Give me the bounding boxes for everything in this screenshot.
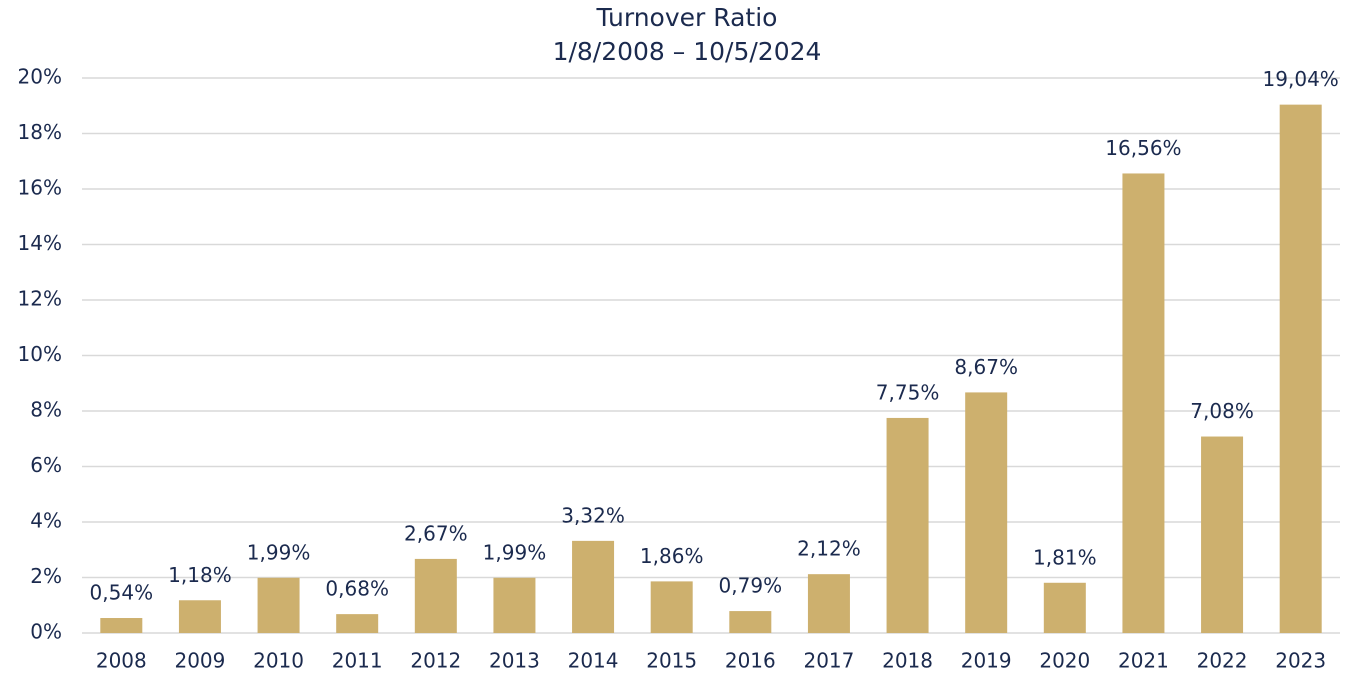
y-tick-label: 18% [18,120,62,144]
y-tick-label: 20% [18,65,62,89]
x-tick-label: 2010 [253,649,304,673]
y-tick-label: 12% [18,287,62,311]
bar [257,577,300,633]
x-tick-label: 2021 [1118,649,1169,673]
x-tick-label: 2014 [568,649,619,673]
bar [414,558,457,633]
data-label: 1,81% [1033,545,1097,569]
data-label: 7,75% [876,380,940,404]
data-label: 3,32% [561,503,625,527]
bar [100,618,143,633]
bar [178,600,221,633]
bar [729,611,772,633]
data-label: 19,04% [1263,67,1339,91]
chart-title: Turnover Ratio [596,3,778,32]
x-tick-label: 2015 [646,649,697,673]
bar [650,581,693,633]
x-tick-label: 2009 [174,649,225,673]
y-tick-label: 14% [18,231,62,255]
data-label: 1,99% [483,540,547,564]
y-tick-label: 2% [30,564,62,588]
bar [493,577,536,633]
y-tick-label: 10% [18,342,62,366]
y-tick-label: 16% [18,176,62,200]
data-label: 0,54% [90,581,154,605]
bar [807,574,850,633]
bar [1201,436,1244,633]
x-tick-label: 2023 [1275,649,1326,673]
data-label: 1,99% [247,540,311,564]
x-tick-label: 2017 [803,649,854,673]
x-tick-label: 2011 [332,649,383,673]
bar [965,392,1008,633]
bar [336,614,379,633]
x-tick-label: 2008 [96,649,147,673]
x-tick-label: 2019 [961,649,1012,673]
y-tick-label: 4% [30,509,62,533]
x-tick-label: 2013 [489,649,540,673]
data-label: 2,67% [404,521,468,545]
data-label: 0,79% [719,574,783,598]
bar [886,417,929,633]
data-label: 7,08% [1190,399,1254,423]
x-tick-label: 2022 [1197,649,1248,673]
y-tick-label: 8% [30,398,62,422]
data-label: 8,67% [954,355,1018,379]
bar [1043,582,1086,633]
x-tick-label: 2016 [725,649,776,673]
x-tick-label: 2018 [882,649,933,673]
x-tick-label: 2012 [410,649,461,673]
bar [1279,104,1322,633]
x-tick-label: 2020 [1039,649,1090,673]
data-label: 1,86% [640,544,704,568]
data-label: 16,56% [1105,136,1181,160]
bar [572,540,615,633]
bar [1122,173,1165,633]
chart-subtitle: 1/8/2008 – 10/5/2024 [553,37,822,66]
data-label: 0,68% [325,577,389,601]
data-label: 2,12% [797,537,861,561]
data-label: 1,18% [168,563,232,587]
y-tick-label: 6% [30,453,62,477]
y-tick-label: 0% [30,620,62,644]
